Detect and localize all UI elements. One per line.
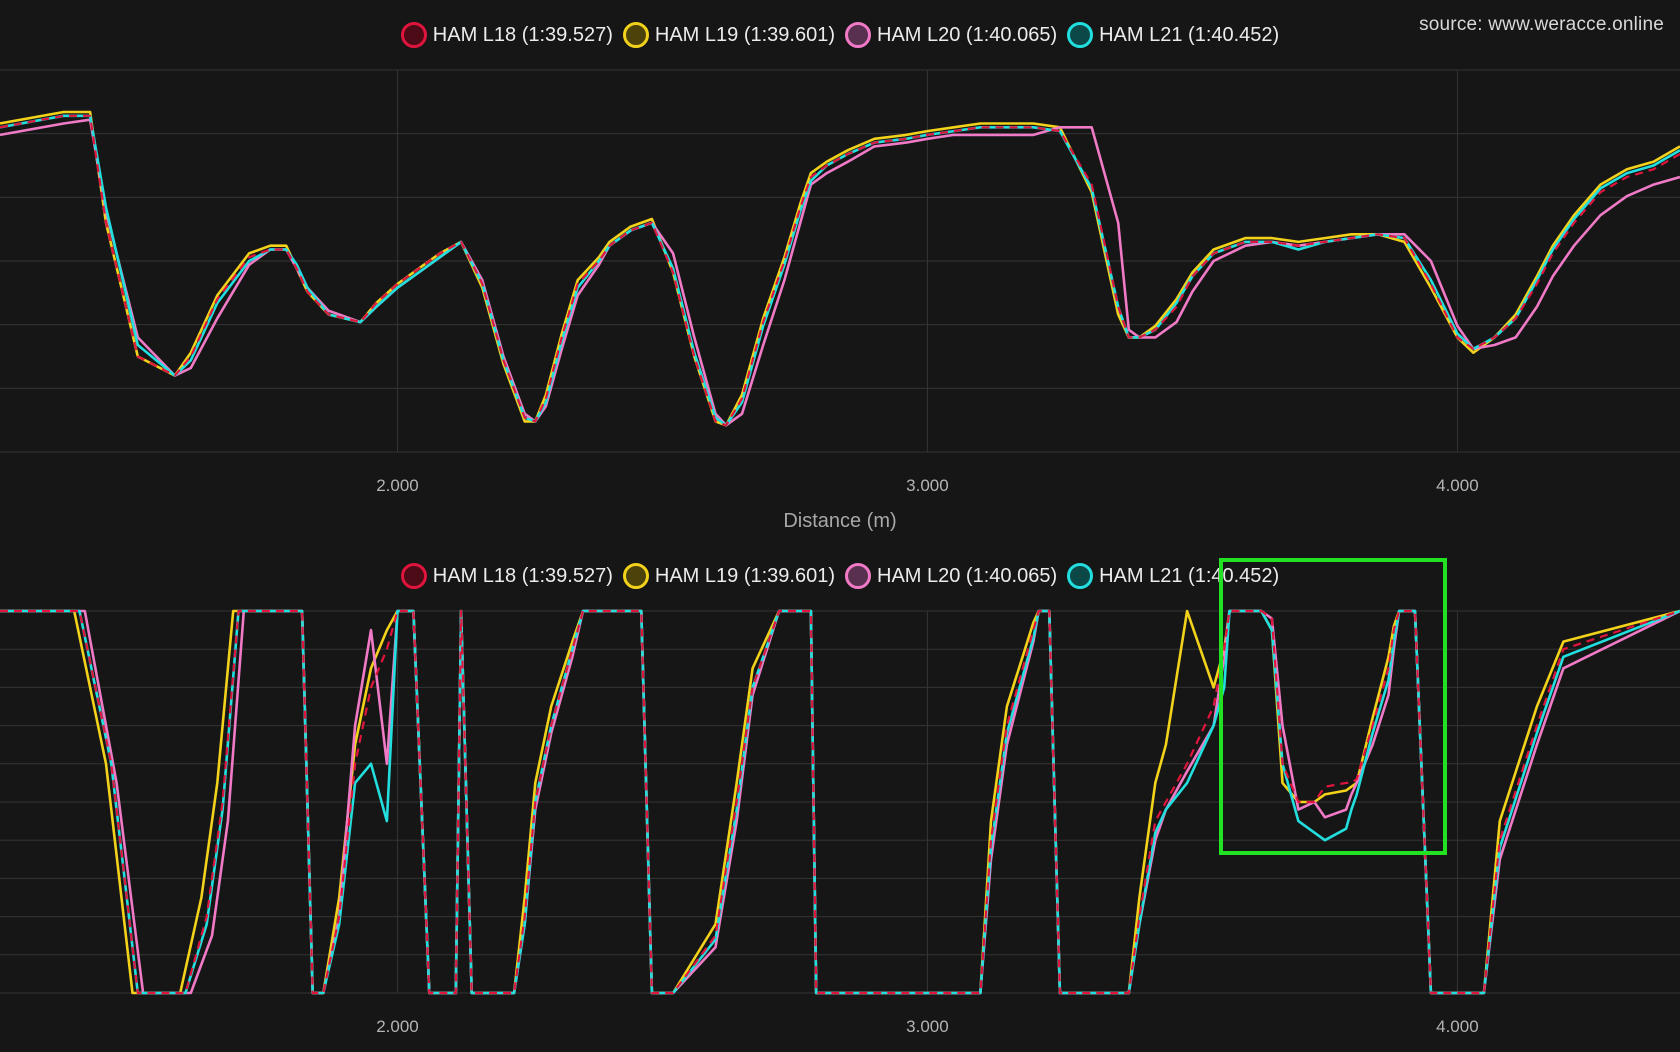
throttle-x-tick-label: 4.000 [1436,1017,1479,1036]
speed-x-axis-label: Distance (m) [783,510,897,532]
legend-swatch [622,563,649,589]
legend-label: HAM L18 (1:39.527) [432,564,613,587]
throttle-legend-item[interactable]: HAM L18 (1:39.527) [400,563,613,589]
legend-label: HAM L19 (1:39.601) [654,23,835,46]
speed-legend-item[interactable]: HAM L21 (1:40.452) [1067,22,1279,48]
legend-swatch [400,22,427,48]
legend-label: HAM L20 (1:40.065) [877,23,1058,46]
legend-label: HAM L19 (1:39.601) [654,564,835,587]
throttle-x-tick-label: 3.000 [906,1017,949,1036]
legend-swatch [845,22,871,48]
legend-label: HAM L18 (1:39.527) [432,23,613,46]
speed-legend-item[interactable]: HAM L19 (1:39.601) [622,22,835,48]
legend-swatch [400,563,427,589]
speed-series-line-l18 [0,114,1680,427]
source-watermark: source: www.weracce.online [1419,14,1664,35]
throttle-series-line-l18 [0,609,1680,995]
highlight-box [1219,558,1447,855]
speed-legend-item[interactable]: HAM L18 (1:39.527) [400,22,613,48]
speed-series-line-l21 [0,114,1680,427]
speed-legend: HAM L18 (1:39.527) HAM L19 (1:39.601) HAM … [0,22,1680,48]
speed-x-tick-label: 3.000 [906,476,949,495]
throttle-legend-item[interactable]: HAM L21 (1:40.452) [1067,563,1279,589]
speed-x-tick-label: 2.000 [376,476,419,495]
legend-label: HAM L21 (1:40.452) [1099,564,1280,587]
throttle-legend: HAM L18 (1:39.527) HAM L19 (1:39.601) HAM … [0,563,1680,589]
throttle-x-tick-label: 2.000 [376,1017,419,1036]
legend-swatch [1067,22,1094,48]
legend-label: HAM L21 (1:40.452) [1099,23,1280,46]
speed-x-tick-label: 4.000 [1436,476,1479,495]
legend-label: HAM L20 (1:40.065) [877,564,1058,587]
throttle-legend-item[interactable]: HAM L20 (1:40.065) [845,563,1057,589]
legend-swatch [622,22,649,48]
legend-swatch [1067,563,1094,589]
legend-swatch [845,563,871,589]
throttle-legend-item[interactable]: HAM L19 (1:39.601) [622,563,835,589]
speed-series-line-l20 [0,118,1680,427]
speed-legend-item[interactable]: HAM L20 (1:40.065) [845,22,1057,48]
throttle-series-line-l21 [0,609,1680,995]
